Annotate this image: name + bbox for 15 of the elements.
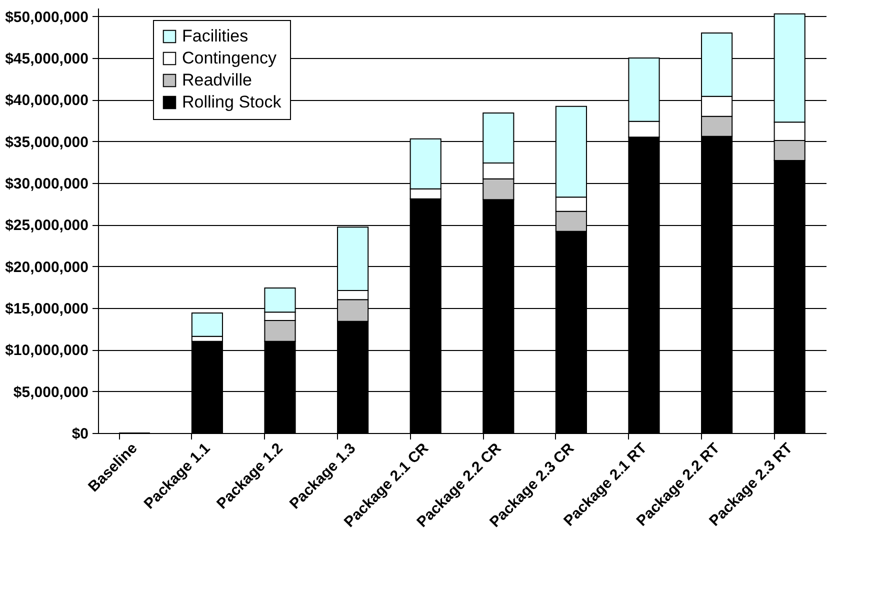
y-tick-label: $25,000,000: [5, 217, 88, 234]
y-tick-label: $40,000,000: [5, 92, 88, 110]
legend-label: Rolling Stock: [182, 92, 282, 112]
y-tick-label: $5,000,000: [13, 384, 88, 401]
legend-label: Contingency: [182, 48, 278, 68]
y-tick-label: $0: [72, 426, 88, 442]
y-tick-label: $35,000,000: [5, 134, 88, 151]
legend-label: Facilities: [182, 26, 248, 46]
y-tick-label: $30,000,000: [5, 176, 88, 192]
y-tick-label: $15,000,000: [5, 300, 88, 318]
legend-label: Readville: [182, 70, 252, 90]
y-tick-label: $50,000,000: [5, 8, 88, 26]
y-tick-label: $10,000,000: [5, 342, 88, 360]
y-tick-label: $20,000,000: [5, 258, 88, 276]
y-tick-label: $45,000,000: [5, 50, 88, 68]
